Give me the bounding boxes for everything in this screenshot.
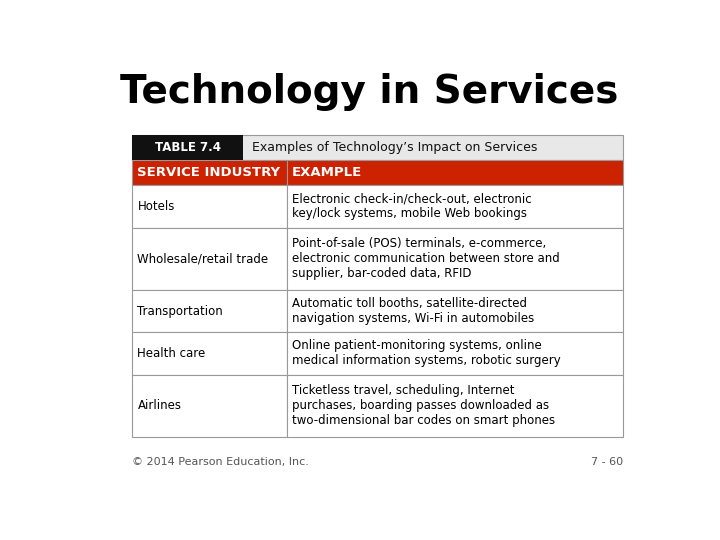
Text: Electronic check-in/check-out, electronic
key/lock systems, mobile Web bookings: Electronic check-in/check-out, electroni… xyxy=(292,192,532,220)
Bar xyxy=(287,332,623,375)
Bar xyxy=(287,160,623,185)
Text: Health care: Health care xyxy=(138,347,206,360)
Text: 7 - 60: 7 - 60 xyxy=(591,457,623,467)
Text: Wholesale/retail trade: Wholesale/retail trade xyxy=(138,252,269,265)
Bar xyxy=(132,185,287,228)
Bar xyxy=(132,290,287,332)
Text: Online patient-monitoring systems, online
medical information systems, robotic s: Online patient-monitoring systems, onlin… xyxy=(292,340,561,368)
Bar xyxy=(132,136,243,160)
Text: Hotels: Hotels xyxy=(138,200,175,213)
Bar xyxy=(132,375,287,437)
Text: Technology in Services: Technology in Services xyxy=(120,73,618,111)
Text: Automatic toll booths, satellite-directed
navigation systems, Wi-Fi in automobil: Automatic toll booths, satellite-directe… xyxy=(292,297,534,325)
Text: Examples of Technology’s Impact on Services: Examples of Technology’s Impact on Servi… xyxy=(251,141,537,154)
Text: Ticketless travel, scheduling, Internet
purchases, boarding passes downloaded as: Ticketless travel, scheduling, Internet … xyxy=(292,384,555,427)
Text: Point-of-sale (POS) terminals, e-commerce,
electronic communication between stor: Point-of-sale (POS) terminals, e-commerc… xyxy=(292,237,560,280)
Bar xyxy=(132,160,287,185)
Text: Airlines: Airlines xyxy=(138,399,181,413)
Bar xyxy=(132,228,287,290)
Text: TABLE 7.4: TABLE 7.4 xyxy=(155,141,220,154)
Bar xyxy=(287,290,623,332)
Bar xyxy=(132,332,287,375)
Bar xyxy=(132,136,623,160)
Bar xyxy=(287,185,623,228)
Bar xyxy=(287,375,623,437)
Text: SERVICE INDUSTRY: SERVICE INDUSTRY xyxy=(138,166,281,179)
Text: © 2014 Pearson Education, Inc.: © 2014 Pearson Education, Inc. xyxy=(132,457,309,467)
Text: Transportation: Transportation xyxy=(138,305,223,318)
Bar xyxy=(287,228,623,290)
Text: EXAMPLE: EXAMPLE xyxy=(292,166,362,179)
